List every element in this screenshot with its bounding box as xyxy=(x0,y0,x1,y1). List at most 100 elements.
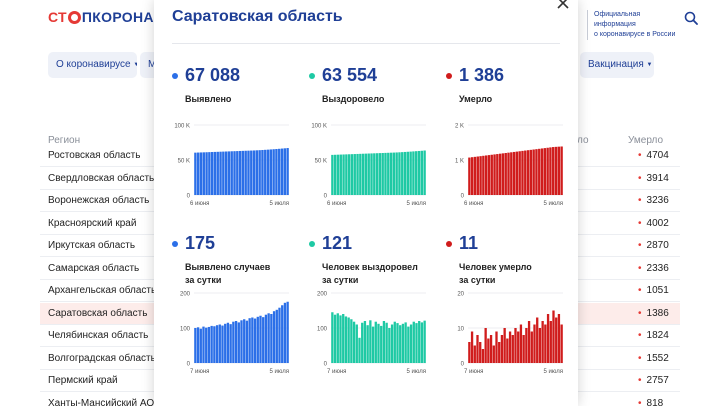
stat-label-line2: за сутки xyxy=(322,275,359,285)
chart-bar xyxy=(554,146,558,195)
stat-label-line2: за сутки xyxy=(459,275,496,285)
chart-bar xyxy=(398,152,401,195)
chart-bar xyxy=(560,324,563,363)
chart-bar xyxy=(549,321,552,363)
region-name: Пермский край xyxy=(48,375,118,386)
nav-vaccination-dropdown[interactable]: Вакцинация ▼ xyxy=(580,52,654,78)
region-died-value: 4002 xyxy=(638,218,669,229)
chart-svg: 200 100 07 июня 5 июля xyxy=(317,292,426,375)
stat-value: 121 xyxy=(309,233,352,254)
chart-bar xyxy=(493,154,496,195)
chart-bar xyxy=(269,149,273,195)
chart-bar xyxy=(524,150,527,195)
chart-bar xyxy=(470,331,474,363)
chart-bar xyxy=(252,150,256,195)
chart-bar xyxy=(418,321,421,363)
region-name: Волгоградская область xyxy=(48,352,156,364)
chart-bar xyxy=(507,152,510,195)
chart-bar xyxy=(207,326,211,363)
region-name: Воронежская область xyxy=(48,195,150,206)
official-info-line1: Официальная информация xyxy=(594,11,641,28)
bar-chart: 20 10 0 7 июня 5 июля xyxy=(442,291,567,383)
column-header-partial[interactable]: ло xyxy=(577,135,589,146)
chevron-down-icon: ▼ xyxy=(646,62,653,68)
chart-svg: 100 K 50 K 06 июня 5 июля xyxy=(174,124,289,207)
chart-bar xyxy=(490,154,493,195)
chart-bar xyxy=(331,312,334,363)
chart-svg: 200 100 07 июня 5 июля xyxy=(180,292,289,375)
chart-bar xyxy=(540,148,544,195)
chart-bar xyxy=(331,154,334,195)
column-header-region[interactable]: Регион xyxy=(48,135,81,146)
chart-bar xyxy=(367,153,370,195)
chart-bar xyxy=(389,152,393,195)
y-tick-label: 200 xyxy=(317,292,328,298)
x-start-label: 6 июня xyxy=(190,201,209,207)
chart-bar xyxy=(546,314,550,363)
chart-bar xyxy=(353,154,356,195)
chart-bar xyxy=(536,317,539,363)
chart-bar xyxy=(250,150,253,195)
chart-bar xyxy=(238,150,242,195)
chart-bar xyxy=(495,331,498,363)
site-logo[interactable]: СТ ПКОРОНАВИ xyxy=(48,9,175,25)
stat-label: Умерло xyxy=(459,94,493,104)
chart-bar xyxy=(245,320,249,363)
chart-bar xyxy=(264,149,267,195)
chart-bar xyxy=(487,155,491,195)
chart-bar xyxy=(283,148,286,195)
chart-bar xyxy=(350,319,353,363)
chart-bar xyxy=(387,152,390,195)
chart-bar xyxy=(371,326,375,363)
x-end-label: 5 июля xyxy=(407,369,426,375)
chart-bar xyxy=(281,305,284,363)
chart-bar xyxy=(342,154,345,195)
region-name: Ханты-Мансийский АО xyxy=(48,397,155,406)
stat-value: 1 386 xyxy=(446,65,504,86)
region-died-value: 2336 xyxy=(638,263,669,274)
chart-bar xyxy=(481,349,485,363)
stat-label-line1: Человек выздоровел xyxy=(322,262,418,272)
table-row[interactable]: Ханты-Мансийский АО 818 xyxy=(40,393,680,406)
chart-bar xyxy=(522,335,525,363)
chart-bar xyxy=(243,319,246,363)
chart-bar xyxy=(255,150,259,195)
chart-bar xyxy=(519,324,523,363)
chart-bar xyxy=(484,328,487,363)
chart-bar xyxy=(557,314,561,363)
chart-bar xyxy=(286,301,289,363)
region-died-value: 2757 xyxy=(638,375,669,386)
chart-bar xyxy=(473,345,476,363)
chart-bar xyxy=(196,327,200,363)
chart-bar xyxy=(415,151,418,195)
chart-bar xyxy=(544,324,547,363)
nav-about-dropdown[interactable]: О коронавирусе ▼ xyxy=(48,52,137,78)
chart-bar xyxy=(412,321,415,363)
chart-bar xyxy=(224,323,227,363)
chart-bar xyxy=(244,150,247,195)
chart-bar xyxy=(385,322,388,363)
modal-title: Саратовская область xyxy=(172,8,343,25)
chart-bar xyxy=(241,150,245,195)
chart-bar xyxy=(476,156,479,195)
stat-value: 63 554 xyxy=(309,65,377,86)
chart-bar xyxy=(390,324,394,363)
close-icon[interactable] xyxy=(556,0,570,10)
chart-bar xyxy=(208,152,211,196)
chart-bar xyxy=(388,328,391,363)
chart-bar xyxy=(541,321,544,363)
chart-bar xyxy=(202,326,205,363)
chart-bar xyxy=(240,320,243,363)
region-died-value: 2870 xyxy=(638,240,669,251)
chart-bar xyxy=(484,155,488,195)
chart-bar xyxy=(538,328,542,363)
column-header-died[interactable]: Умерло xyxy=(628,135,664,146)
chart-bar xyxy=(508,331,512,363)
chart-bar xyxy=(227,151,231,195)
chart-bar xyxy=(347,154,351,195)
search-icon[interactable] xyxy=(684,11,698,25)
chart-bar xyxy=(527,321,531,363)
chart-bar xyxy=(423,150,426,195)
chart-bar xyxy=(363,321,367,363)
stat-label: Человек выздоровел за сутки xyxy=(322,261,418,287)
